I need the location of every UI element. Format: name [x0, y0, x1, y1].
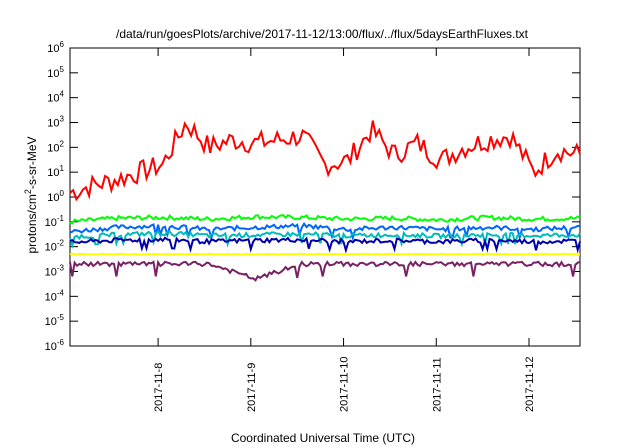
y-tick-label: 10-5: [45, 313, 65, 328]
x-tick-label: 2017-11-8: [153, 363, 165, 412]
series-line: [69, 259, 581, 282]
series-line: [69, 221, 581, 242]
y-tick-label: 100: [47, 189, 64, 204]
y-tick-label: 103: [47, 115, 64, 130]
y-axis-label: protons/cm2-s-sr-MeV: [23, 136, 39, 253]
series-line: [69, 230, 581, 250]
y-axis-label-rest: -s-sr-MeV: [25, 136, 39, 189]
series-line: [69, 252, 581, 256]
x-axis: 2017-11-8 2017-11-9 2017-11-10 2017-11-11 20…: [153, 48, 536, 412]
series-line: [69, 236, 581, 254]
chart-title: /data/run/goesPlots/archive/2017-11-12/1…: [116, 27, 529, 41]
x-axis-label: Coordinated Universal Time (UTC): [231, 431, 415, 445]
y-axis-label-base: protons/cm: [25, 194, 39, 253]
y-tick-label: 104: [47, 90, 64, 105]
series-lines: [69, 120, 581, 282]
y-tick-label: 106: [47, 40, 64, 55]
series-line: [69, 120, 581, 202]
x-tick-label: 2017-11-12: [524, 357, 536, 412]
x-tick-label: 2017-11-11: [431, 357, 443, 412]
y-axis-label-sup: 2: [23, 189, 33, 194]
series-line: [69, 214, 581, 225]
y-tick-label: 10-4: [45, 288, 65, 303]
y-tick-label: 10-6: [45, 338, 65, 353]
y-tick-label: 10-1: [45, 214, 65, 229]
y-tick-label: 105: [47, 65, 64, 80]
y-tick-label: 102: [47, 139, 64, 154]
y-tick-label: 10-3: [45, 264, 65, 279]
y-tick-label: 10-2: [45, 239, 65, 254]
y-axis: 10-6 10-5 10-4 10-3 10-2 10-1 100 101 102 103 104 1…: [45, 40, 580, 353]
y-tick-label: 101: [47, 164, 64, 179]
x-tick-label: 2017-11-10: [339, 357, 351, 412]
x-tick-label: 2017-11-9: [246, 363, 258, 412]
plot-frame: [69, 47, 581, 347]
